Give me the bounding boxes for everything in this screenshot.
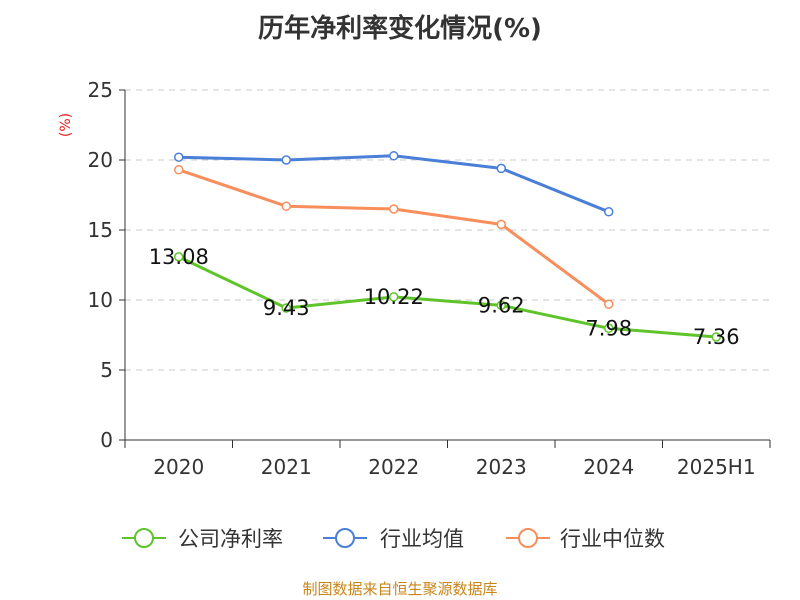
data-point [174, 152, 184, 162]
y-axis-label: (%) [58, 113, 74, 137]
x-tick-label: 2023 [476, 455, 527, 479]
legend: 公司净利率 行业均值 行业中位数 [122, 527, 665, 551]
data-point [174, 252, 184, 262]
data-label: 7.98 [585, 316, 632, 340]
legend-label: 行业均值 [380, 527, 464, 551]
source-note: 制图数据来自恒生聚源数据库 [302, 580, 498, 598]
y-tick-label: 25 [88, 78, 113, 102]
data-point [496, 163, 506, 174]
series-line-1 [178, 154, 610, 214]
data-point [604, 323, 614, 334]
data-point [496, 219, 506, 230]
data-label: 13.08 [149, 245, 209, 269]
data-point [281, 155, 291, 165]
data-point [496, 300, 506, 311]
legend-label: 公司净利率 [178, 527, 283, 551]
data-point [389, 292, 399, 302]
x-tick-label: 2024 [583, 455, 634, 479]
y-tick-label: 5 [100, 358, 113, 382]
x-tick-label: 2021 [261, 455, 312, 479]
data-point [604, 207, 614, 217]
data-label: 9.43 [263, 296, 310, 320]
data-label: 9.62 [478, 293, 525, 317]
y-tick-label: 20 [88, 148, 113, 172]
data-point [389, 151, 399, 161]
legend-marker [335, 528, 355, 548]
x-tick-label: 2020 [153, 455, 204, 479]
series-lines [174, 151, 721, 342]
legend-marker [134, 528, 154, 548]
x-tick-label: 2022 [368, 455, 419, 479]
data-point [604, 299, 614, 309]
axes: 0 5 10 15 20 25 2020 2021 2022 2023 2024 2025H1 [88, 78, 771, 479]
data-label: 10.22 [364, 285, 424, 309]
data-label: 7.36 [693, 325, 740, 349]
data-point [281, 201, 291, 211]
data-point [389, 204, 399, 214]
y-tick-label: 10 [88, 288, 113, 312]
data-labels: 13.08 9.43 10.22 9.62 7.98 7.36 [149, 245, 740, 349]
x-tick-label: 2025H1 [677, 455, 756, 479]
grid-lines [125, 89, 770, 371]
chart-title: 历年净利率变化情况(%) [258, 14, 542, 44]
y-tick-label: 0 [100, 428, 113, 452]
y-tick-label: 15 [88, 218, 113, 242]
series-line-0 [178, 255, 717, 339]
data-point [711, 332, 721, 342]
data-point [174, 165, 184, 175]
data-point [281, 303, 291, 313]
legend-marker [518, 528, 538, 548]
legend-label: 行业中位数 [560, 527, 665, 551]
